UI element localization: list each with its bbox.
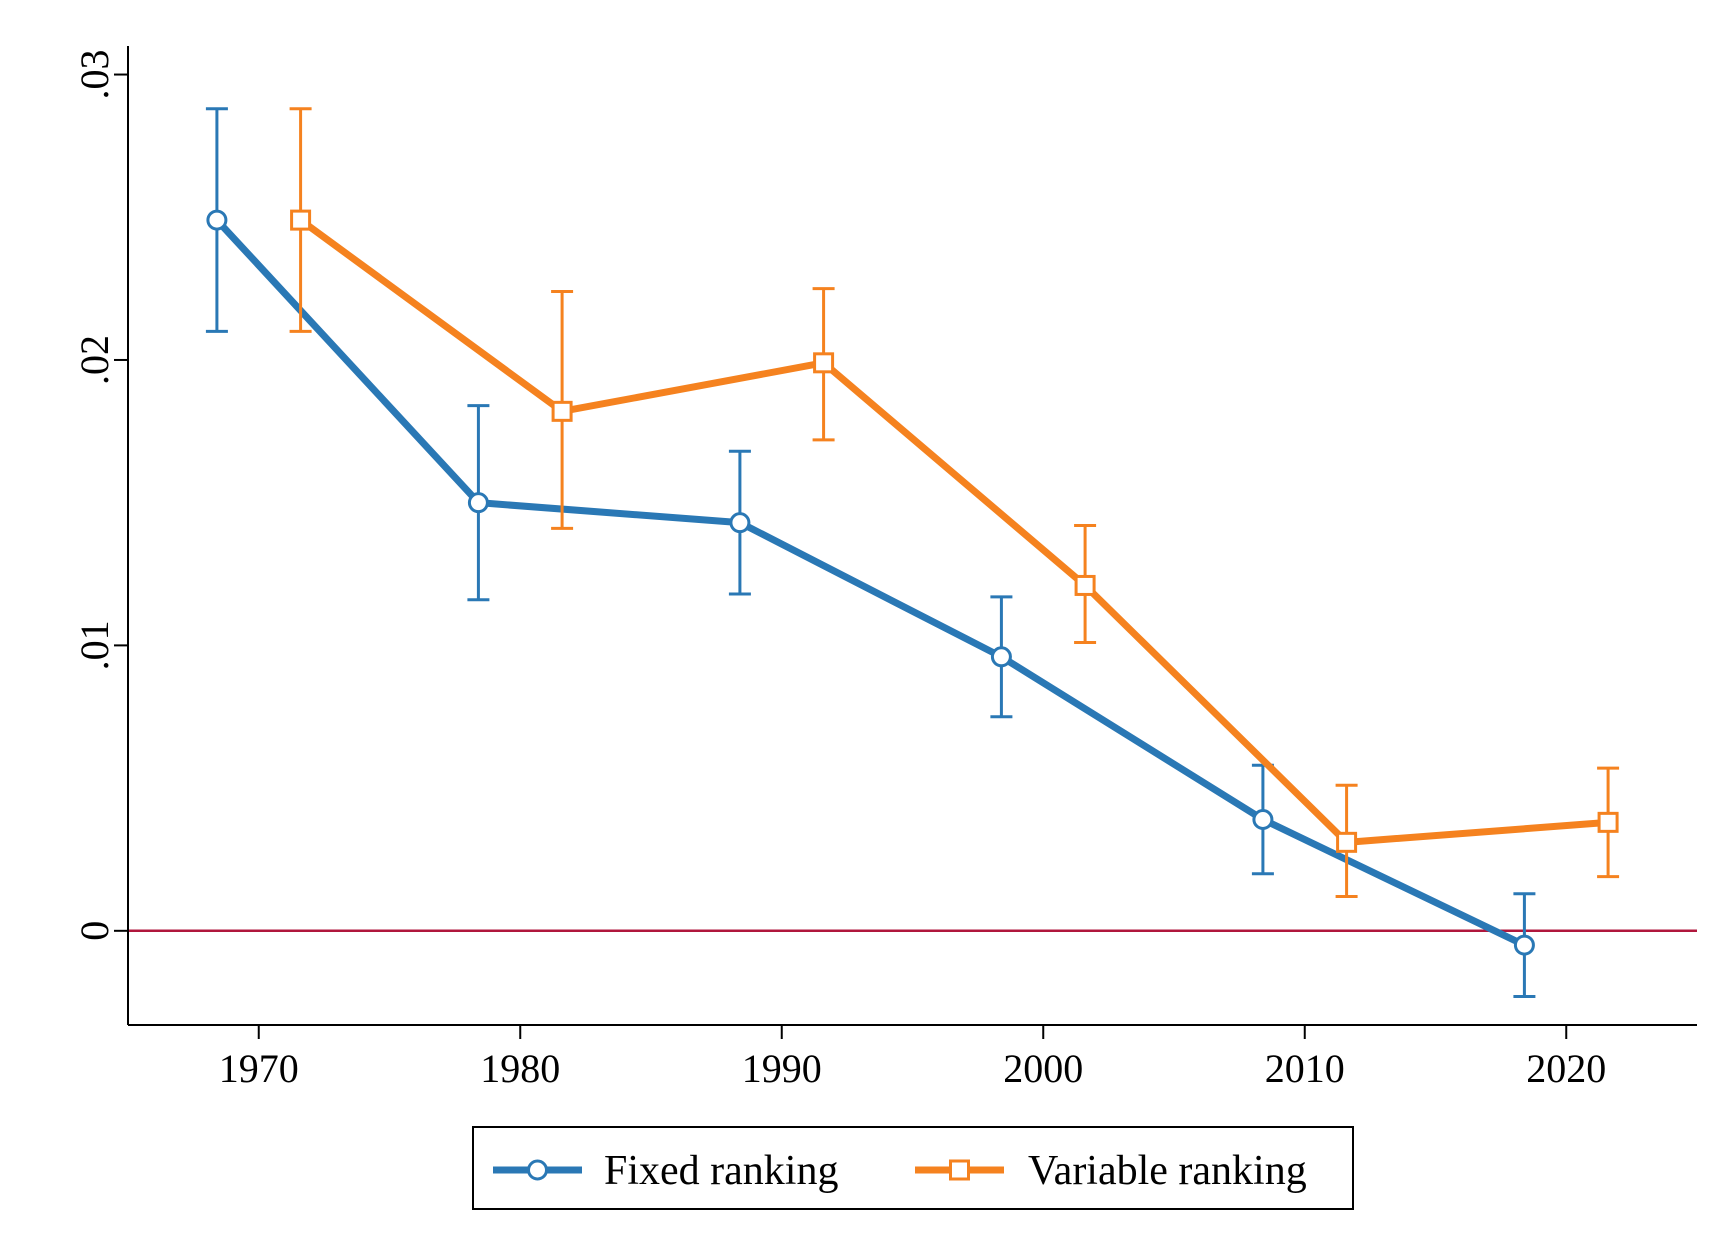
data-point	[813, 352, 835, 374]
x-tick-label: 2020	[1526, 1046, 1606, 1091]
legend-key-marker	[949, 1159, 970, 1181]
series-variable-ranking	[289, 107, 1620, 899]
y-tick-label: .03	[72, 50, 117, 100]
data-point	[1513, 934, 1535, 956]
x-tick-label: 2010	[1265, 1046, 1345, 1091]
x-tick-label: 1980	[480, 1046, 560, 1091]
data-point	[729, 512, 751, 534]
series-line	[213, 216, 1528, 949]
series-layer	[205, 107, 1620, 998]
data-point	[290, 209, 312, 231]
series-line	[297, 216, 1612, 846]
x-tick-label: 2000	[1003, 1046, 1083, 1091]
data-point	[990, 646, 1012, 668]
legend-label: Fixed ranking	[604, 1148, 838, 1194]
axes-layer: 0 .01 .02 .03 1970 1980 1990 2000 2010 2020	[72, 46, 1697, 1091]
x-tick-label: 1970	[219, 1046, 299, 1091]
legend-key-marker	[527, 1159, 548, 1181]
data-point	[1252, 808, 1274, 830]
y-tick-label: .01	[72, 620, 117, 670]
legend: Fixed ranking Variable ranking	[472, 1126, 1354, 1210]
legend-key-variable-ranking	[915, 1159, 1004, 1181]
legend-key-fixed-ranking	[493, 1159, 582, 1181]
legend-box	[472, 1126, 1354, 1210]
data-point	[206, 209, 228, 231]
data-point	[467, 492, 489, 514]
y-tick-label: .02	[72, 335, 117, 385]
legend-label: Variable ranking	[1028, 1148, 1307, 1194]
data-point	[1597, 811, 1619, 833]
data-point	[1074, 574, 1096, 596]
x-tick-label: 1990	[742, 1046, 822, 1091]
data-point	[551, 400, 573, 422]
series-fixed-ranking	[205, 107, 1536, 998]
y-tick-label: 0	[72, 921, 117, 941]
data-point	[1336, 831, 1358, 853]
plot-area: 0 .01 .02 .03 1970 1980 1990 2000 2010 2020	[72, 46, 1697, 1091]
